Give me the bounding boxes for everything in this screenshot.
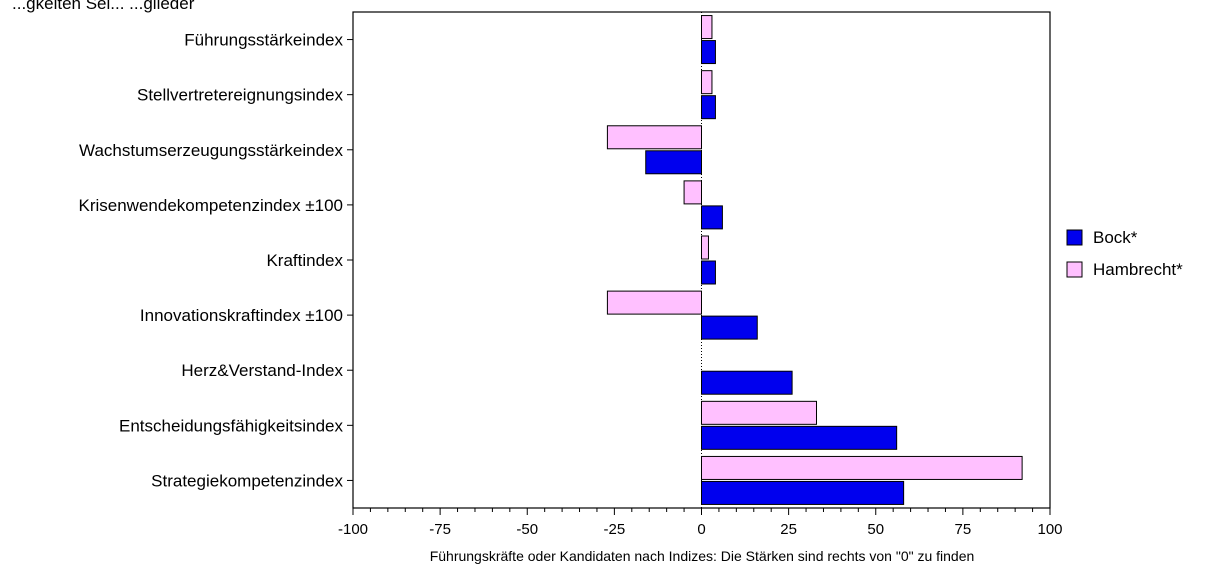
bar-hambrecht-1 bbox=[701, 70, 713, 95]
bar-hambrecht-5 bbox=[606, 290, 703, 315]
category-label: Innovationskraftindex ±100 bbox=[140, 306, 343, 325]
bar-bock-7 bbox=[701, 425, 898, 450]
category-label: Führungsstärkeindex bbox=[184, 31, 343, 50]
x-tick-label: 75 bbox=[955, 521, 972, 538]
category-label: Herz&Verstand-Index bbox=[181, 361, 343, 380]
category-label: Wachstumserzeugungsstärkeindex bbox=[79, 141, 343, 160]
bar-bock-4 bbox=[701, 260, 716, 285]
category-axis: Führungsstärkeindex Stellvertretereignung… bbox=[79, 31, 353, 490]
bar-hambrecht-2 bbox=[606, 125, 703, 150]
bar-hambrecht-0 bbox=[701, 15, 713, 40]
x-tick-label: 0 bbox=[697, 521, 705, 538]
x-tick-label: -25 bbox=[604, 521, 626, 538]
x-axis-title: Führungskräfte oder Kandidaten nach Indi… bbox=[430, 548, 975, 564]
bar-bock-0 bbox=[701, 40, 716, 65]
category-label: Krisenwendekompetenzindex ±100 bbox=[79, 196, 344, 215]
bar-hambrecht-3 bbox=[683, 180, 703, 205]
bar-bock-3 bbox=[701, 205, 723, 230]
bar-bock-5 bbox=[701, 315, 758, 340]
bar-bock-1 bbox=[701, 95, 716, 120]
x-tick-label: 25 bbox=[780, 521, 797, 538]
bar-hambrecht-8 bbox=[701, 455, 1023, 480]
legend: Bock* Hambrecht* bbox=[1066, 228, 1183, 279]
category-label: Entscheidungsfähigkeitsindex bbox=[119, 416, 343, 435]
x-tick-label: -100 bbox=[338, 521, 368, 538]
x-tick-label: 100 bbox=[1037, 521, 1062, 538]
chart-title-fragment: ...gkeiten Sei... ...glieder bbox=[12, 0, 195, 13]
bar-bock-2 bbox=[645, 150, 702, 175]
legend-label: Hambrecht* bbox=[1093, 260, 1183, 279]
x-tick-label: -50 bbox=[516, 521, 538, 538]
x-axis: -100 -75 -50 -25 0 25 50 75 100 bbox=[338, 508, 1063, 538]
bar-bock-6 bbox=[701, 370, 793, 395]
plot-area bbox=[352, 11, 1051, 509]
category-label: Kraftindex bbox=[266, 251, 343, 270]
legend-label: Bock* bbox=[1093, 228, 1138, 247]
legend-swatch bbox=[1066, 261, 1083, 278]
category-label: Strategiekompetenzindex bbox=[151, 471, 343, 490]
bar-hambrecht-7 bbox=[701, 400, 818, 425]
legend-swatch bbox=[1066, 229, 1083, 246]
bar-hambrecht-4 bbox=[701, 235, 709, 260]
x-tick-label: 50 bbox=[867, 521, 884, 538]
bar-bock-8 bbox=[701, 480, 905, 505]
category-label: Stellvertretereignungsindex bbox=[137, 86, 344, 105]
x-tick-label: -75 bbox=[429, 521, 451, 538]
